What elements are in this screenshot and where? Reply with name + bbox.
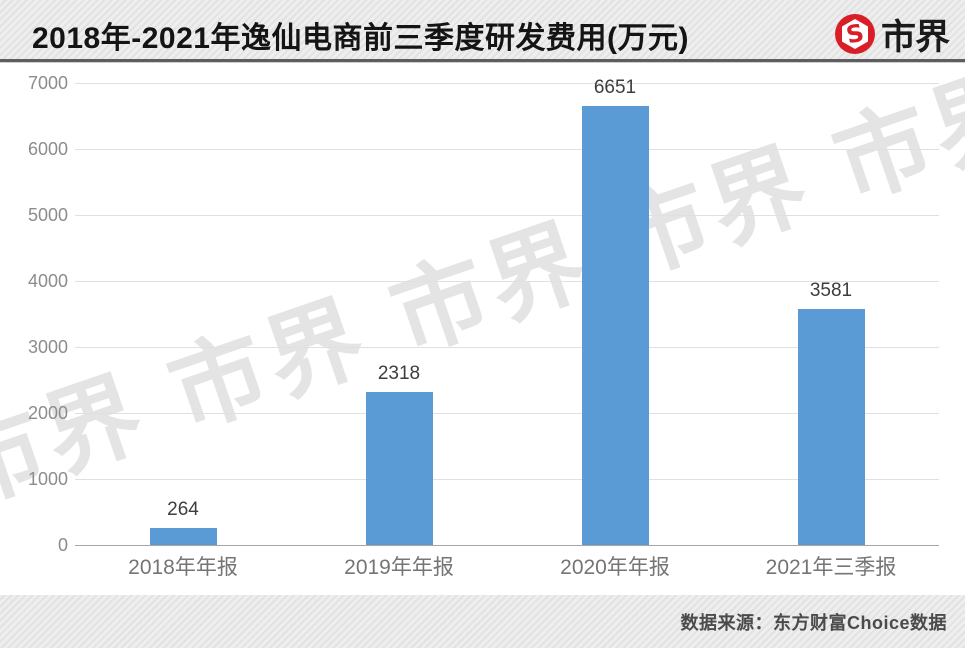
y-axis-label: 2000 <box>27 403 68 423</box>
bar-value-label: 6651 <box>593 77 637 99</box>
chart-panel: 市界 市界 市界 市界 市界 市界 0100020003000400050006… <box>0 63 965 595</box>
footer-bar: 数据来源：东方财富Choice数据 <box>0 595 965 648</box>
x-axis-label: 2019年年报 <box>344 556 454 579</box>
y-axis-label: 0 <box>57 535 68 555</box>
gridline <box>75 281 939 282</box>
x-axis-label: 2018年年报 <box>128 556 238 579</box>
bar <box>581 106 649 545</box>
x-axis-line <box>75 545 939 546</box>
header-bar: 2018年-2021年逸仙电商前三季度研发费用(万元) S 市界 <box>0 0 965 59</box>
gridline <box>75 83 939 84</box>
shijie-logo-icon: S <box>834 14 875 54</box>
bar <box>365 392 433 545</box>
y-axis-label: 7000 <box>27 73 68 93</box>
y-axis-label: 1000 <box>27 469 68 489</box>
y-axis-label: 4000 <box>27 271 68 291</box>
x-axis-label: 2021年三季报 <box>765 556 897 579</box>
bar-value-label: 2318 <box>377 363 421 384</box>
bar-value-label: 264 <box>167 498 199 520</box>
header-divider <box>0 59 965 63</box>
page-title: 2018年-2021年逸仙电商前三季度研发费用(万元) <box>32 22 689 55</box>
gridline <box>75 347 939 348</box>
data-source-note: 数据来源：东方财富Choice数据 <box>680 612 947 633</box>
svg-text:S: S <box>844 19 867 50</box>
gridline <box>75 215 939 216</box>
brand-logo: S 市界 <box>834 13 950 57</box>
brand-logo-text: 市界 <box>880 17 950 57</box>
gridline <box>75 413 939 414</box>
y-axis-label: 3000 <box>27 337 68 357</box>
gridline <box>75 479 939 480</box>
gridline <box>75 149 939 150</box>
y-axis-label: 5000 <box>27 205 68 225</box>
x-axis-label: 2020年年报 <box>560 556 670 579</box>
bar <box>797 308 865 545</box>
bar-value-label: 3581 <box>809 279 853 301</box>
y-axis-label: 6000 <box>27 139 68 159</box>
bar <box>149 527 217 545</box>
